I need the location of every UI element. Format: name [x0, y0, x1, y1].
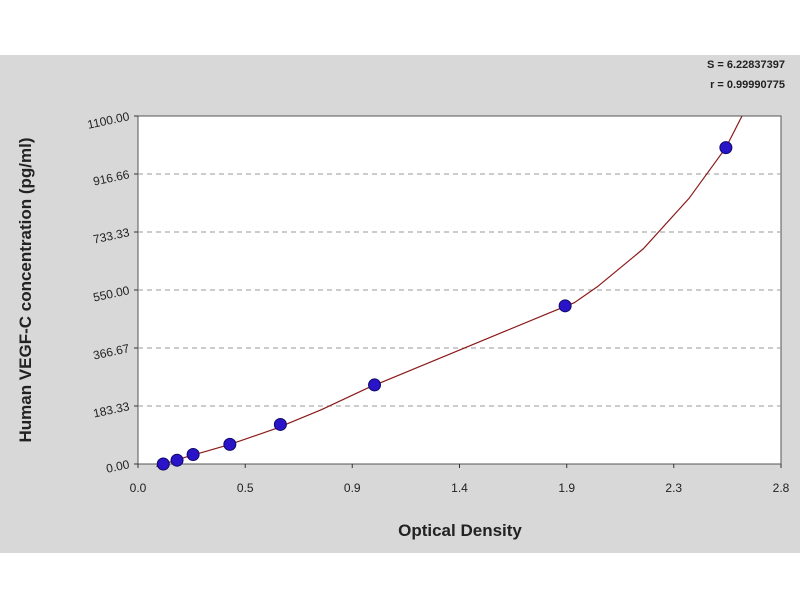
fit-r-statistic: r = 0.99990775 — [710, 79, 785, 91]
data-point — [273, 417, 287, 431]
data-points — [156, 141, 733, 471]
x-tick-label: 0.5 — [237, 481, 254, 495]
x-tick-label: 0.9 — [344, 481, 361, 495]
data-point — [156, 457, 170, 471]
x-tick-label: 1.9 — [558, 481, 575, 495]
grid-lines — [138, 173, 781, 407]
y-tick-label: 0.00 — [105, 457, 131, 476]
x-tick-label: 1.4 — [451, 481, 468, 495]
data-point — [186, 448, 200, 462]
plot-area — [137, 115, 782, 465]
x-tick-label: 0.0 — [130, 481, 147, 495]
x-axis-title: Optical Density — [398, 521, 522, 540]
x-axis-ticks: 0.0 0.5 0.9 1.4 1.9 2.3 2.8 — [130, 464, 790, 495]
fit-s-statistic: S = 6.22837397 — [707, 59, 785, 71]
data-point — [719, 141, 733, 155]
data-point — [223, 437, 237, 451]
data-point — [170, 453, 184, 467]
data-point — [558, 299, 572, 313]
data-point — [368, 378, 382, 392]
x-tick-label: 2.3 — [665, 481, 682, 495]
fit-curve — [156, 115, 743, 468]
x-tick-label: 2.8 — [773, 481, 790, 495]
y-axis-title: Human VEGF-C concentration (pg/ml) — [16, 137, 35, 442]
